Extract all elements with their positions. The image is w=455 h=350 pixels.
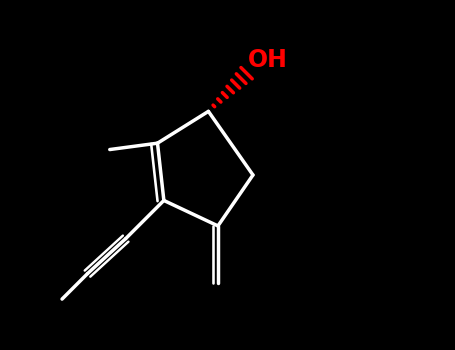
Text: OH: OH bbox=[248, 48, 288, 72]
